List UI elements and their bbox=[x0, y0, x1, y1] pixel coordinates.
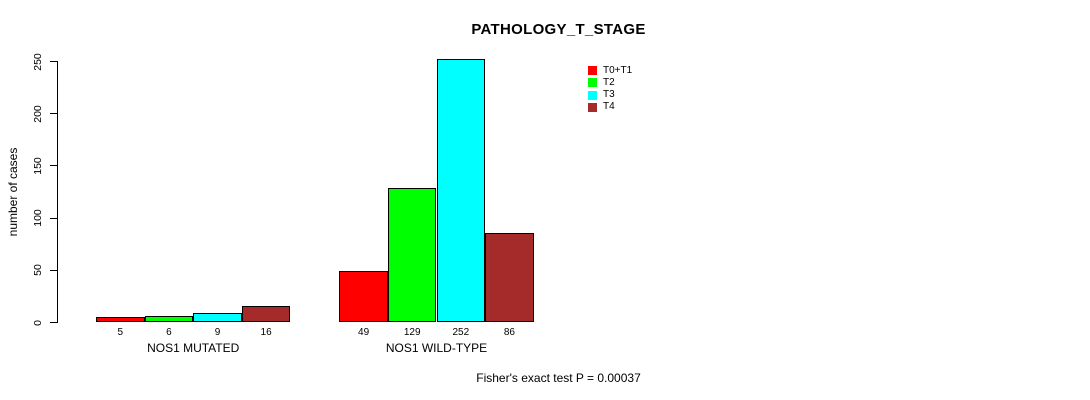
stat-annotation: Fisher's exact test P = 0.00037 bbox=[476, 371, 641, 385]
legend-swatch-t3 bbox=[588, 90, 597, 100]
x-group-label: NOS1 MUTATED bbox=[147, 341, 240, 355]
y-tick-mark bbox=[50, 165, 57, 167]
bar-value-label: 86 bbox=[503, 326, 515, 338]
bar-t4 bbox=[241, 305, 291, 323]
y-tick-mark bbox=[50, 113, 57, 115]
bar-value-label: 16 bbox=[260, 326, 272, 338]
bar-value-label: 9 bbox=[214, 326, 221, 338]
y-tick-label: 150 bbox=[32, 157, 44, 175]
bar-t2 bbox=[144, 316, 194, 323]
bar-t3 bbox=[193, 313, 242, 323]
legend-item: T0+T1 bbox=[588, 64, 633, 76]
chart-title: PATHOLOGY_T_STAGE bbox=[471, 21, 646, 38]
legend-swatch-t2 bbox=[588, 78, 597, 88]
legend-label: T0+T1 bbox=[603, 64, 633, 76]
bar-t0-t1 bbox=[339, 271, 388, 323]
y-tick-mark bbox=[50, 322, 57, 323]
legend-item: T4 bbox=[588, 101, 615, 113]
bar-t4 bbox=[485, 232, 534, 323]
legend-swatch-t0-t1 bbox=[588, 66, 597, 75]
y-tick-label: 50 bbox=[32, 264, 44, 277]
y-tick-mark bbox=[50, 61, 57, 62]
x-group-label: NOS1 WILD-TYPE bbox=[385, 341, 488, 355]
bar-t0-t1 bbox=[96, 317, 145, 323]
y-tick-label: 250 bbox=[32, 52, 44, 71]
y-tick-mark bbox=[50, 269, 57, 271]
y-tick-label: 200 bbox=[32, 104, 44, 123]
y-axis-line bbox=[57, 61, 58, 323]
bar-t3 bbox=[436, 59, 486, 323]
legend-item: T3 bbox=[588, 89, 615, 101]
bar-value-label: 129 bbox=[403, 326, 421, 338]
legend-swatch-t4 bbox=[588, 102, 597, 112]
bar-value-label: 5 bbox=[117, 326, 124, 338]
legend-label: T4 bbox=[603, 101, 615, 113]
bar-t2 bbox=[387, 187, 437, 323]
y-axis-label: number of cases bbox=[6, 147, 20, 237]
legend-label: T3 bbox=[603, 89, 615, 101]
bar-value-label: 6 bbox=[166, 326, 172, 338]
legend-item: T2 bbox=[588, 76, 615, 88]
y-tick-label: 100 bbox=[32, 209, 44, 227]
y-tick-label: 0 bbox=[32, 319, 44, 326]
legend-label: T2 bbox=[603, 76, 615, 88]
bar-value-label: 49 bbox=[358, 326, 370, 338]
bar-value-label: 252 bbox=[452, 326, 470, 338]
y-tick-mark bbox=[50, 217, 57, 219]
